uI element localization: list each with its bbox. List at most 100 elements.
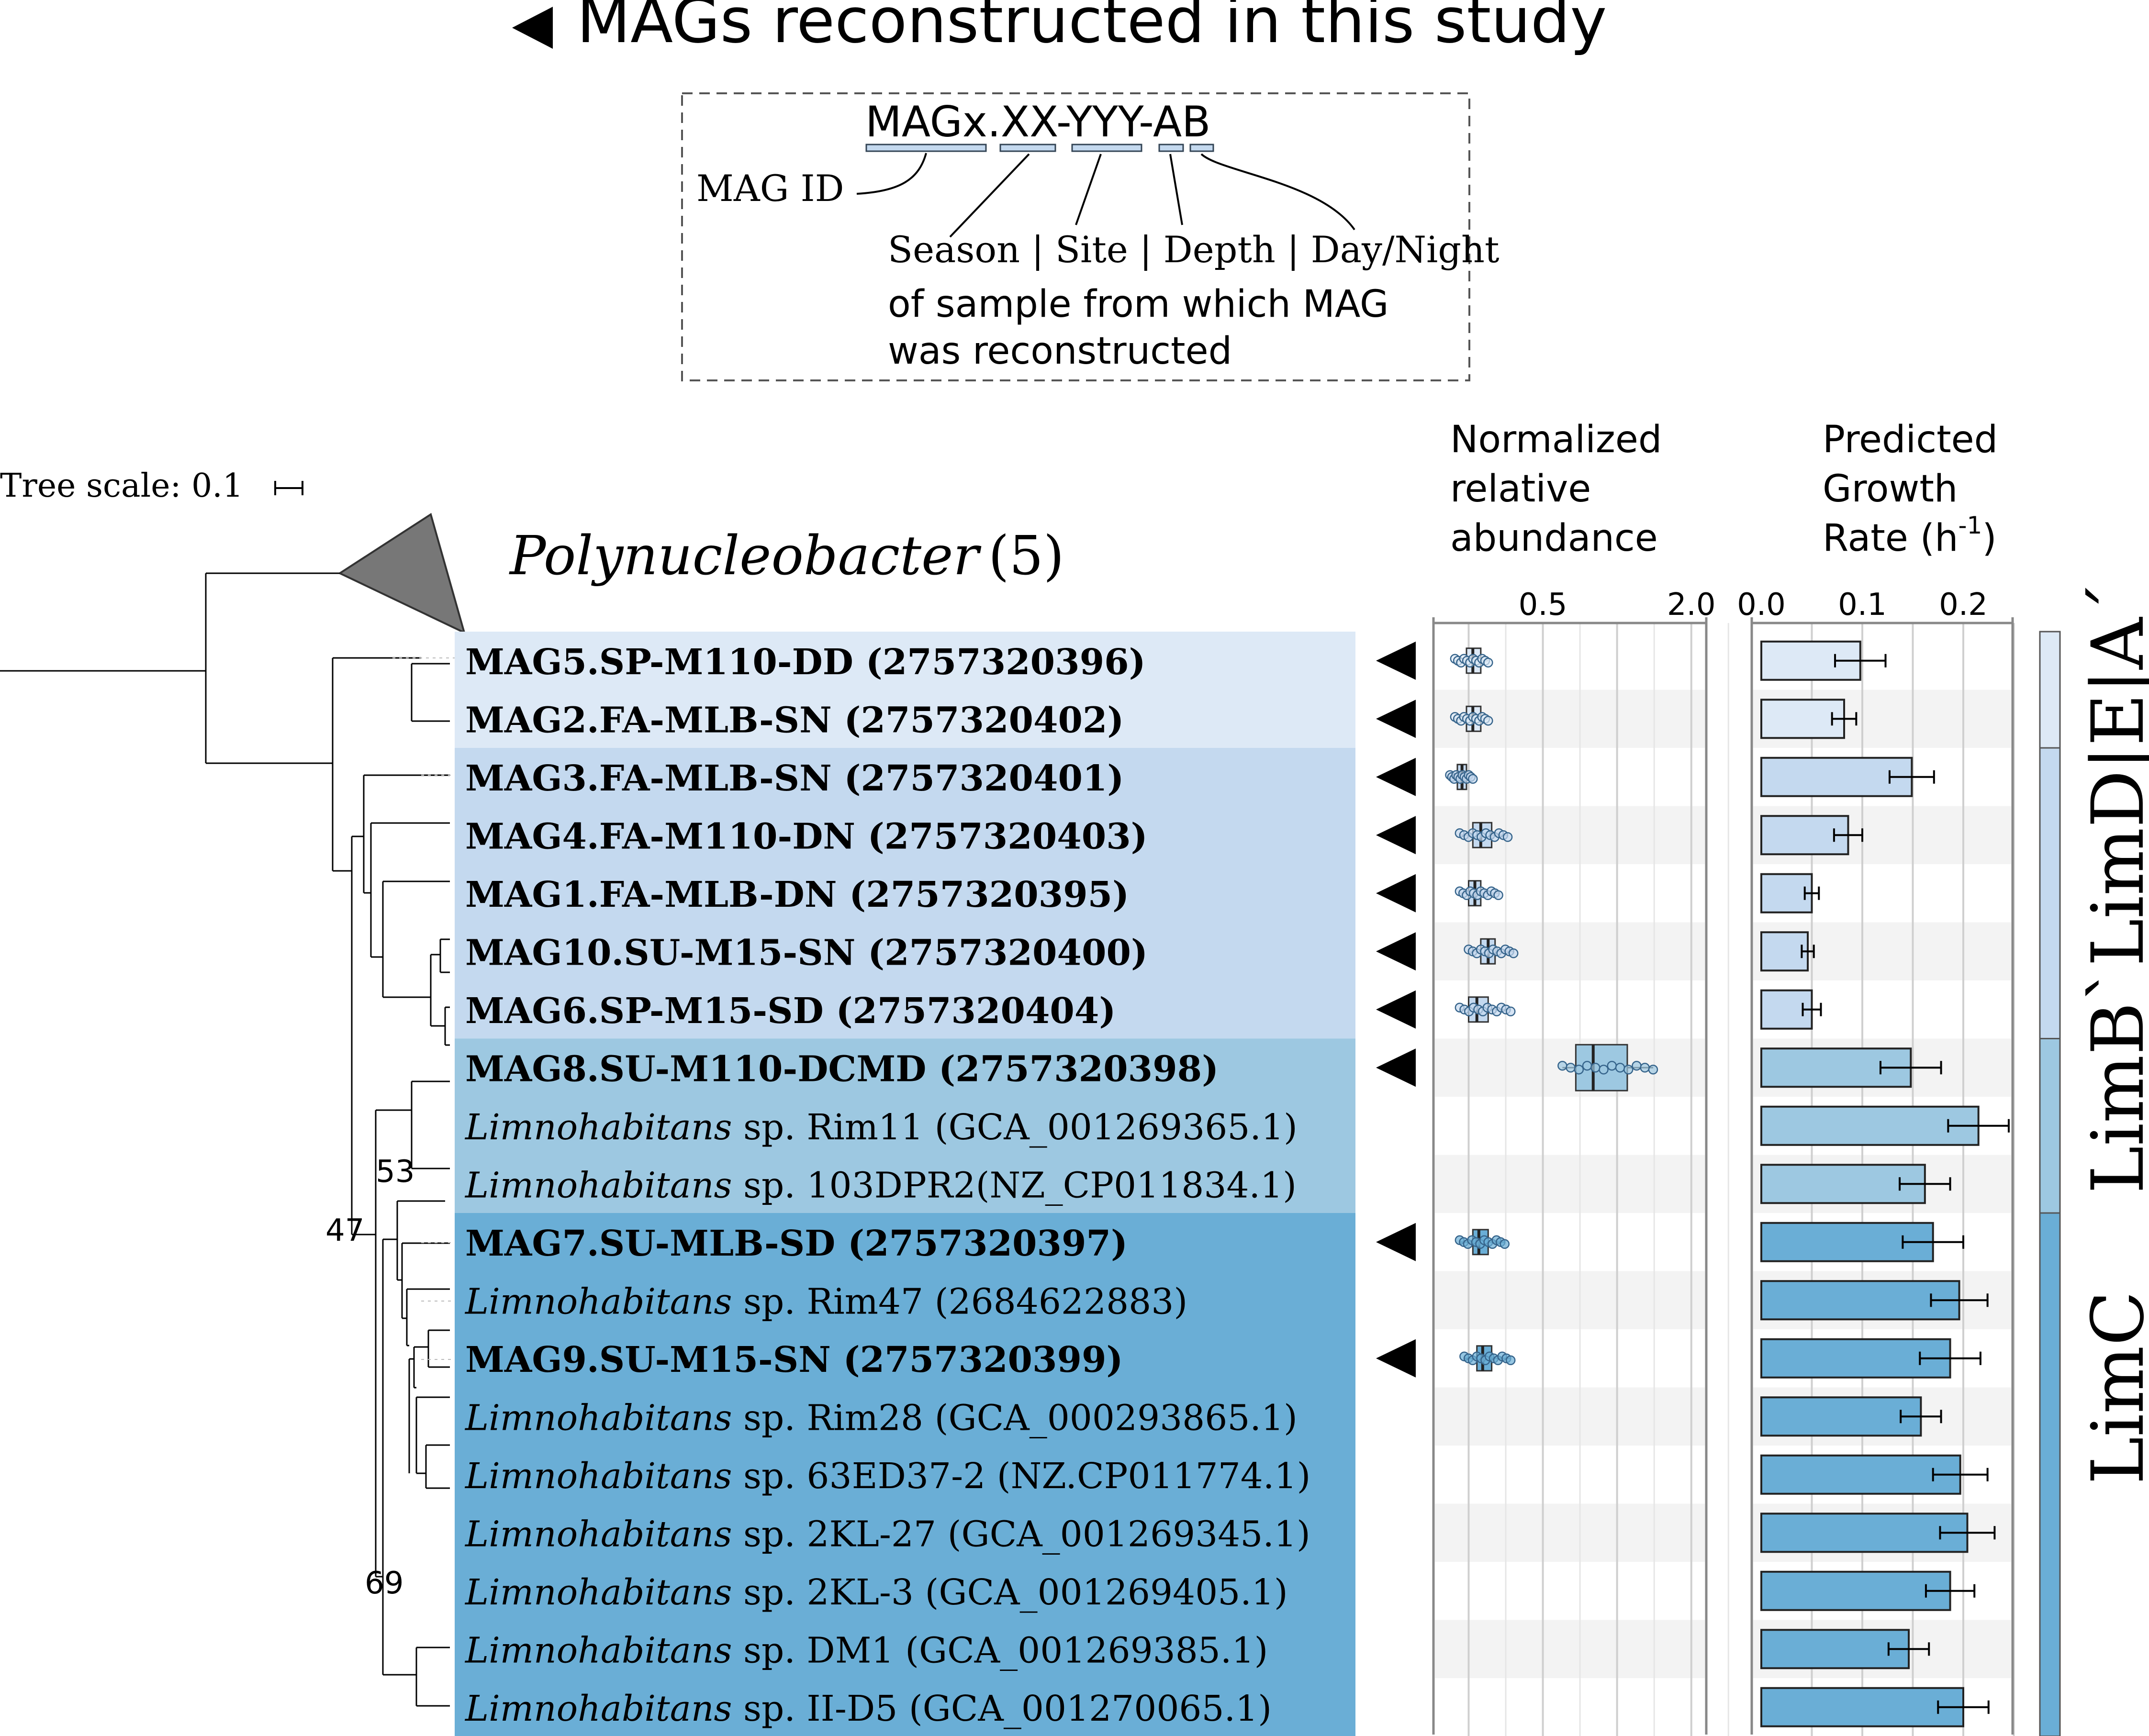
legend-note-line1: of sample from which MAG [888,283,1388,326]
row-background [455,1387,1355,1446]
abundance-point [1502,832,1513,842]
group-strip-segment [2039,747,2061,1039]
taxon-label: MAG8.SU-M110-DCMD (2757320398) [465,1048,1219,1090]
growth-bar [1760,1396,1922,1437]
growth-error-bar [1939,1526,1996,1540]
taxon-name: sp. Rim47 (2684622883) [732,1281,1188,1322]
group-label-limc: LimC [2077,1291,2149,1485]
tree-guides [392,657,455,1360]
growth-error-bar [1919,1351,1981,1365]
growth-error-bar [1887,1642,1930,1656]
growth-error-bar [1833,828,1863,842]
growth-error-bar [1899,1177,1951,1191]
mag-marker-icon [1376,1048,1416,1087]
taxon-name: sp. II-D5 (GCA_001270065.1) [732,1688,1272,1729]
abundance-title-line1: Normalized [1450,418,1662,461]
growth-title-suffix: ) [1982,517,1996,560]
bootstrap-69: 69 [365,1566,403,1601]
abundance-ticks: 0.5 2.0 [1519,587,1716,623]
bootstrap-53: 53 [376,1154,414,1190]
growth-error-bar [1803,886,1820,900]
group-strip [2039,631,2061,1736]
row-background [455,922,1355,981]
row-stripe [1435,1503,1705,1562]
taxon-name: MAG6.SP-M15-SD (2757320404) [465,990,1116,1032]
taxon-label: Limnohabitans sp. II-D5 (GCA_001270065.1… [464,1688,1272,1729]
taxon-label: MAG1.FA-MLB-DN (2757320395) [465,874,1129,915]
row-background [455,748,1355,807]
taxon-name: MAG1.FA-MLB-DN (2757320395) [465,874,1129,915]
growth-error-bar [1937,1700,1990,1714]
growth-error-bar [1930,1293,1989,1307]
growth-error-bar [1932,1468,1989,1481]
taxon-label: Limnohabitans sp. Rim11 (GCA_001269365.1… [464,1107,1298,1148]
taxon-label: MAG4.FA-M110-DN (2757320403) [465,816,1148,857]
growth-title-prefix: Rate (h [1823,517,1959,560]
growth-bar [1760,1687,1964,1727]
growth-bar [1760,1280,1960,1321]
abundance-point [1483,657,1493,668]
taxon-genus: Limnohabitans [464,1165,732,1206]
taxon-genus: Limnohabitans [464,1513,732,1555]
abundance-panel: Normalized relative abundance 0.5 2.0 [1432,418,1729,1736]
growth-panel: Predicted Growth Rate (h-1) 0.0 0.1 0.2 [1737,418,2015,1736]
taxon-label: Limnohabitans sp. 2KL-27 (GCA_001269345.… [464,1513,1310,1555]
growth-bar [1760,1454,1961,1495]
row-background [455,980,1355,1039]
header-note: MAGs reconstructed in this study [577,0,1607,57]
growth-bar [1760,757,1913,797]
growth-tick-label: 0.1 [1838,587,1887,623]
taxon-label: MAG10.SU-M15-SN (2757320400) [465,932,1148,973]
taxon-label: Limnohabitans sp. Rim28 (GCA_000293865.1… [464,1397,1298,1438]
row-background [455,1097,1355,1156]
taxon-name: MAG4.FA-M110-DN (2757320403) [465,816,1148,857]
abundance-stripes [1435,690,1705,1678]
taxon-name: sp. 103DPR2(NZ_CP011834.1) [732,1165,1297,1206]
taxon-name: MAG9.SU-M15-SN (2757320399) [465,1339,1123,1380]
abundance-point [1607,1061,1617,1071]
abundance-point [1599,1065,1609,1075]
growth-bar [1760,1629,1910,1669]
row-background [455,632,1355,690]
taxon-name: sp. Rim11 (GCA_001269365.1) [732,1107,1298,1148]
growth-error-bar [1902,1235,1964,1249]
taxon-genus: Limnohabitans [464,1397,732,1438]
growth-tick-label: 0.0 [1737,587,1786,623]
row-background [455,690,1355,748]
growth-bar [1760,699,1846,739]
taxon-name: MAG7.SU-MLB-SD (2757320397) [465,1223,1128,1264]
legend-connectors [856,153,1355,238]
abundance-tick-label: 0.5 [1519,587,1567,623]
group-strip-segment [2039,631,2061,749]
abundance-point [1640,1063,1650,1073]
legend-code: MAGx.XX-YYY-AB [865,97,1211,146]
row-background [455,806,1355,865]
abundance-point [1508,948,1519,958]
row-background [455,1678,1355,1736]
taxon-label: MAG2.FA-MLB-SN (2757320402) [465,700,1124,741]
taxon-genus: Limnohabitans [464,1572,732,1613]
legend-box: MAGx.XX-YYY-AB MAG ID Season | Site | De… [681,92,1500,381]
abundance-boxplots [1445,647,1658,1372]
taxon-name: sp. 2KL-3 (GCA_001269405.1) [732,1572,1288,1613]
abundance-point [1590,1063,1601,1073]
abundance-point [1505,1006,1516,1016]
abundance-point [1574,1065,1584,1075]
taxon-label: MAG9.SU-M15-SN (2757320399) [465,1339,1123,1380]
taxon-name: sp. 63ED37-2 (NZ.CP011774.1) [732,1456,1311,1497]
row-background [455,1155,1355,1213]
taxon-name: MAG8.SU-M110-DCMD (2757320398) [465,1048,1219,1090]
group-strip-segment [2039,1212,2061,1736]
row-stripe [1435,1387,1705,1446]
taxon-label: Limnohabitans sp. 63ED37-2 (NZ.CP011774.… [464,1456,1310,1497]
row-background [455,1562,1355,1621]
legend-note-line2: was reconstructed [888,330,1232,373]
mag-marker-icon [1376,1339,1416,1378]
taxon-name: MAG5.SP-M110-DD (2757320396) [465,642,1146,683]
mag-marker-icon [1376,874,1416,913]
growth-error-bar [1947,1119,2010,1133]
taxon-labels: MAG5.SP-M110-DD (2757320396) MAG2.FA-MLB-… [464,642,1310,1729]
row-background [455,1503,1355,1562]
growth-bar [1760,1164,1926,1204]
mag-marker-icon [1376,1223,1416,1261]
